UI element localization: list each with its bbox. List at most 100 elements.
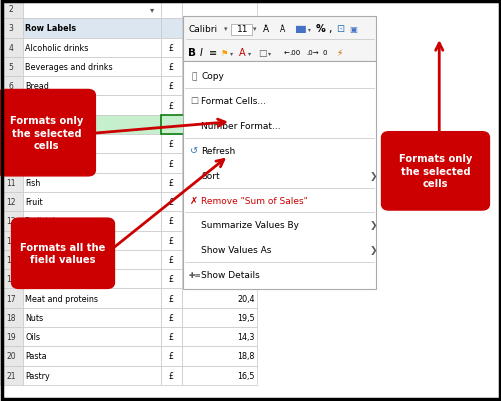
- Text: 11: 11: [237, 25, 248, 34]
- Bar: [0, 250, 23, 269]
- Text: 18,848: 18,848: [226, 44, 254, 53]
- Bar: [23, 135, 160, 154]
- Bar: [160, 96, 181, 115]
- Text: 20: 20: [7, 352, 16, 360]
- Bar: [0, 77, 23, 96]
- Text: 14,3: 14,3: [236, 332, 254, 341]
- Text: ❯: ❯: [369, 221, 376, 230]
- Bar: [160, 115, 257, 135]
- Text: Â: Â: [279, 25, 284, 34]
- Bar: [0, 192, 23, 212]
- Bar: [181, 366, 257, 385]
- Text: 16,5: 16,5: [236, 236, 254, 245]
- Bar: [181, 38, 257, 58]
- Text: Formats only
the selected
cells: Formats only the selected cells: [398, 154, 471, 189]
- Text: £: £: [168, 352, 173, 360]
- Text: 6: 6: [9, 82, 14, 91]
- Bar: [0, 154, 23, 173]
- Bar: [160, 327, 181, 346]
- Bar: [23, 269, 160, 289]
- Bar: [181, 115, 257, 135]
- Text: ▾: ▾: [230, 51, 233, 56]
- Text: £: £: [168, 294, 173, 303]
- Text: 16,5: 16,5: [236, 63, 254, 72]
- Bar: [160, 308, 181, 327]
- Text: 10: 10: [7, 159, 16, 168]
- Bar: [181, 58, 257, 77]
- Text: Pastry: Pastry: [25, 371, 50, 380]
- Bar: [23, 308, 160, 327]
- Bar: [0, 212, 23, 231]
- Bar: [0, 135, 23, 154]
- Text: 8: 8: [9, 121, 14, 130]
- FancyBboxPatch shape: [12, 219, 114, 289]
- Bar: [23, 173, 160, 192]
- Bar: [0, 0, 23, 19]
- Text: 2: 2: [9, 5, 14, 14]
- Text: 11: 11: [7, 178, 16, 187]
- FancyBboxPatch shape: [183, 62, 376, 289]
- Text: ers: ers: [25, 140, 38, 149]
- Bar: [160, 0, 181, 19]
- Text: £: £: [168, 255, 173, 264]
- Bar: [0, 19, 23, 38]
- Text: Sort: Sort: [201, 171, 219, 180]
- Text: 16: 16: [7, 275, 16, 284]
- Bar: [160, 250, 181, 269]
- Text: Show Values As: Show Values As: [201, 246, 271, 255]
- Bar: [160, 19, 181, 38]
- Bar: [23, 38, 160, 58]
- Text: Fish: Fish: [25, 178, 40, 187]
- Bar: [181, 0, 257, 19]
- Text: Beverages and drinks: Beverages and drinks: [25, 63, 113, 72]
- Bar: [181, 289, 257, 308]
- Text: £: £: [168, 236, 173, 245]
- FancyBboxPatch shape: [381, 132, 488, 211]
- Text: 12: 12: [7, 198, 16, 207]
- Bar: [23, 115, 160, 135]
- Text: □: □: [258, 49, 267, 58]
- Text: I: I: [199, 49, 202, 58]
- Text: 15: 15: [7, 255, 16, 264]
- Text: ≡: ≡: [209, 49, 217, 58]
- Bar: [160, 346, 181, 366]
- Bar: [160, 77, 181, 96]
- Text: ██: ██: [294, 26, 305, 33]
- Text: ⎘: ⎘: [191, 72, 196, 81]
- Text: £: £: [168, 82, 173, 91]
- Bar: [160, 212, 181, 231]
- Text: 3: 3: [9, 24, 14, 33]
- Text: %: %: [315, 24, 324, 34]
- Text: Format Cells...: Format Cells...: [201, 97, 266, 105]
- Text: 17: 17: [7, 294, 16, 303]
- Text: Formats all the
field values: Formats all the field values: [20, 243, 106, 265]
- Text: £: £: [168, 159, 173, 168]
- Text: ▣: ▣: [348, 25, 356, 34]
- Text: ⊡: ⊡: [336, 24, 344, 34]
- Text: £: £: [168, 371, 173, 380]
- Bar: [23, 327, 160, 346]
- Text: ✚≡: ✚≡: [188, 271, 200, 279]
- Text: 18,3: 18,3: [236, 82, 254, 91]
- Text: 7: 7: [9, 101, 14, 110]
- Bar: [181, 77, 257, 96]
- Text: 16,5: 16,5: [236, 371, 254, 380]
- Bar: [181, 192, 257, 212]
- Bar: [160, 135, 181, 154]
- Bar: [160, 58, 181, 77]
- Text: Summarize Values By: Summarize Values By: [201, 221, 299, 230]
- Bar: [0, 366, 23, 385]
- Text: Sum of Sales: Sum of Sales: [195, 24, 254, 33]
- Text: ←: ←: [283, 51, 289, 56]
- Text: 13: 13: [7, 217, 16, 226]
- Bar: [181, 327, 257, 346]
- Bar: [160, 38, 181, 58]
- Text: £: £: [168, 178, 173, 187]
- Text: ⚑: ⚑: [220, 49, 227, 58]
- Bar: [181, 250, 257, 269]
- Bar: [23, 289, 160, 308]
- FancyBboxPatch shape: [183, 17, 376, 62]
- Text: Remove "Sum of Sales": Remove "Sum of Sales": [201, 196, 308, 205]
- Text: 19,5: 19,5: [236, 198, 254, 207]
- Text: 20,: 20,: [241, 217, 254, 226]
